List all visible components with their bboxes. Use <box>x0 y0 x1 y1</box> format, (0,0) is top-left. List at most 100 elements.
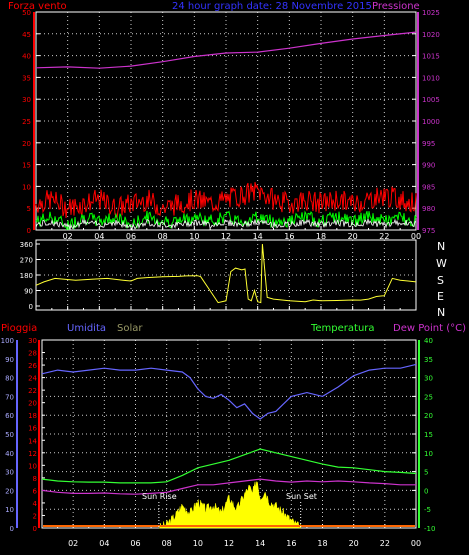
rain-tick-label: 22 <box>28 387 37 395</box>
x-tick-label: 14 <box>253 232 263 241</box>
direction-tick-label: 90 <box>24 288 33 296</box>
humidity-line <box>41 363 417 420</box>
x-tick-label: 18 <box>316 232 326 241</box>
wind-tick-label: 45 <box>22 31 31 39</box>
humidity-tick-label: 0 <box>10 525 14 533</box>
x-tick-label: 12 <box>224 539 234 548</box>
temperature-tick-label: 30 <box>424 375 433 383</box>
rain-tick-label: 16 <box>28 425 37 433</box>
humidity-tick-label: 60 <box>5 412 14 420</box>
compass-s: S <box>437 274 444 287</box>
wind-direction-ticks: 0 90 180 270 360 <box>20 241 417 311</box>
dewpoint-axis-label: Dew Point (°C) <box>393 323 466 334</box>
wind-gust-line <box>35 182 417 220</box>
temperature-tick-label: 25 <box>424 393 433 401</box>
x-tick-label: 18 <box>317 539 327 548</box>
temperature-tick-label: 20 <box>424 412 433 420</box>
wind-axis-label: Forza vento <box>8 1 67 12</box>
direction-tick-label: 180 <box>20 272 33 280</box>
temperature-axis-label: Temperatura <box>310 323 375 334</box>
pressure-tick-label: 1020 <box>422 31 440 39</box>
humidity-tick-label: 20 <box>5 487 14 495</box>
humidity-tick-label: 40 <box>5 450 14 458</box>
rain-tick-label: 6 <box>33 487 38 495</box>
x-tick-label: 10 <box>189 232 199 241</box>
humidity-tick-label: 80 <box>5 375 14 383</box>
x-tick-label: 14 <box>255 539 265 548</box>
pressure-tick-label: 980 <box>422 205 435 213</box>
temperature-tick-label: -5 <box>424 506 431 514</box>
x-tick-label: 22 <box>380 539 390 548</box>
pressure-line <box>35 31 417 69</box>
temperature-tick-label: 15 <box>424 431 433 439</box>
x-tick-label: 08 <box>162 539 172 548</box>
rain-tick-label: 30 <box>28 337 37 345</box>
humidity-tick-label: 70 <box>5 393 14 401</box>
x-tick-label: 06 <box>130 539 140 548</box>
x-tick-label: 02 <box>68 539 78 548</box>
humidity-temperature-series <box>41 363 417 529</box>
direction-tick-label: 0 <box>29 303 33 311</box>
wind-direction-series <box>35 243 417 304</box>
wind-pressure-series <box>35 31 417 232</box>
rain-tick-label: 12 <box>28 450 37 458</box>
rain-tick-label: 10 <box>28 462 37 470</box>
wind-tick-label: 0 <box>27 227 31 235</box>
wind-tick-label: 50 <box>22 9 31 17</box>
temperature-tick-label: 0 <box>424 487 428 495</box>
wind-pressure-ticks: 02 04 06 08 10 12 14 16 18 20 22 000510152025303540… <box>22 9 440 241</box>
humidity-tick-label: 90 <box>5 356 14 364</box>
wind-pressure-grid <box>36 12 416 230</box>
x-tick-label: 02 <box>63 232 73 241</box>
pressure-tick-label: 990 <box>422 162 435 170</box>
wind-direction-grid <box>36 240 416 310</box>
wind-direction-line <box>35 243 417 304</box>
x-tick-label: 22 <box>379 232 389 241</box>
rain-baseline <box>43 525 415 527</box>
x-tick-label: 06 <box>126 232 136 241</box>
temperature-line <box>41 448 417 484</box>
humidity-tick-label: 10 <box>5 506 14 514</box>
rain-tick-label: 28 <box>28 350 37 358</box>
pressure-tick-label: 1025 <box>422 9 440 17</box>
x-tick-label: 20 <box>348 232 358 241</box>
pressure-tick-label: 985 <box>422 183 435 191</box>
temperature-tick-label: -10 <box>424 525 435 533</box>
compass-n-top: N <box>437 240 445 253</box>
x-tick-label: 16 <box>284 232 294 241</box>
solar-area <box>158 481 301 529</box>
compass-n-bottom: N <box>437 306 445 319</box>
x-tick-label: 20 <box>349 539 359 548</box>
pressure-tick-label: 1015 <box>422 53 440 61</box>
x-tick-label: 08 <box>158 232 168 241</box>
x-tick-label: 16 <box>286 539 296 548</box>
direction-tick-label: 360 <box>20 241 33 249</box>
pressure-tick-label: 1010 <box>422 74 440 82</box>
rain-axis-label: Pioggia <box>1 323 37 334</box>
rain-tick-label: 0 <box>33 525 37 533</box>
direction-tick-label: 270 <box>20 257 33 265</box>
compass-w: W <box>436 257 447 270</box>
wind-average-line <box>35 217 417 232</box>
wind-tick-label: 10 <box>22 183 31 191</box>
rain-tick-label: 18 <box>28 412 37 420</box>
rain-tick-label: 8 <box>33 475 37 483</box>
wind-tick-label: 20 <box>22 140 31 148</box>
wind-tick-label: 15 <box>22 162 31 170</box>
x-tick-label: 04 <box>99 539 109 548</box>
dewpoint-line <box>41 478 416 495</box>
sunset-label: Sun Set <box>286 492 317 501</box>
x-tick-label: 10 <box>193 539 203 548</box>
temperature-tick-label: 35 <box>424 356 433 364</box>
wind-tick-label: 30 <box>22 96 31 104</box>
pressure-tick-label: 1000 <box>422 118 440 126</box>
humidity-tick-label: 100 <box>1 337 14 345</box>
temperature-tick-label: 10 <box>424 450 433 458</box>
rain-tick-label: 14 <box>28 437 37 445</box>
sunrise-label: Sun Rise <box>142 492 177 501</box>
chart-title: 24 hour graph date: 28 Novembre 2015 <box>172 1 372 12</box>
wind-tick-label: 40 <box>22 53 31 61</box>
rain-tick-label: 26 <box>28 362 37 370</box>
